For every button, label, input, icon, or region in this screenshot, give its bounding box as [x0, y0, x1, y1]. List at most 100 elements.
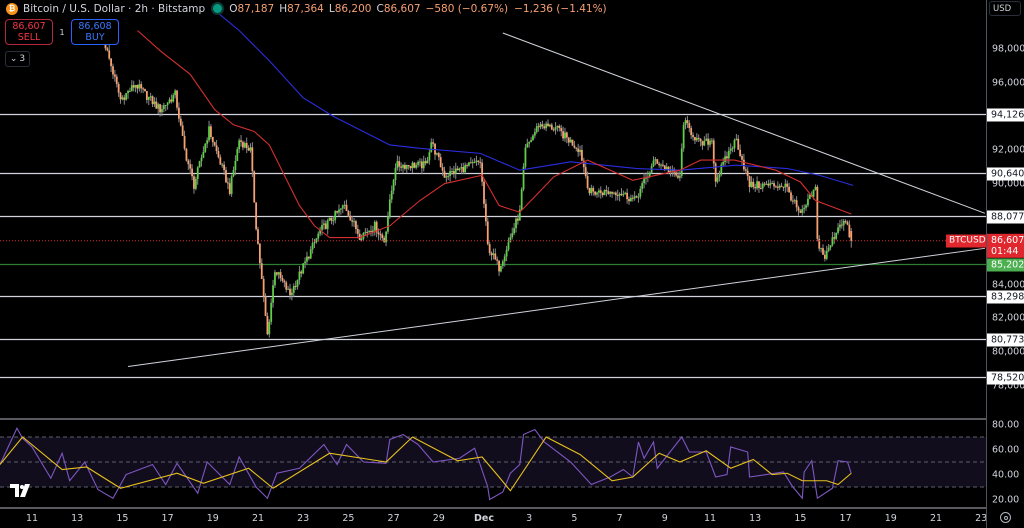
candle	[447, 175, 450, 177]
candle	[639, 188, 642, 197]
candle	[323, 223, 325, 225]
candle	[439, 157, 442, 168]
time-tick-label: 23	[975, 513, 988, 524]
candle	[234, 160, 237, 170]
candle	[850, 231, 853, 241]
candle	[750, 181, 753, 187]
candle	[597, 190, 600, 193]
candle	[285, 282, 288, 290]
candle	[837, 227, 839, 233]
chevron-down-icon: ⌄	[9, 54, 18, 64]
candle	[270, 302, 273, 322]
candle	[151, 96, 154, 105]
candle	[599, 190, 602, 193]
trendlines[interactable]	[127, 32, 986, 367]
candle	[211, 137, 214, 143]
sell-button[interactable]: 86,607 SELL	[5, 19, 53, 45]
candle	[633, 196, 636, 199]
candle	[827, 247, 830, 251]
candle	[289, 288, 291, 296]
rsi-ma-line	[0, 436, 852, 492]
candle	[592, 188, 595, 192]
candle	[326, 220, 329, 229]
candle	[840, 224, 843, 226]
bitcoin-logo-icon: ₿	[6, 2, 18, 15]
candle	[558, 125, 561, 129]
candle	[825, 250, 828, 259]
candle	[586, 175, 589, 188]
candle	[614, 192, 617, 196]
candle	[462, 166, 465, 173]
candle	[643, 178, 645, 184]
market-status-icon[interactable]	[213, 4, 223, 13]
price-pane[interactable]	[0, 9, 986, 379]
settings-icon[interactable]	[1000, 512, 1011, 523]
candle	[571, 139, 574, 146]
candle	[695, 137, 698, 141]
indicators-toggle-button[interactable]: ⌄ 3	[5, 51, 30, 67]
candle	[588, 187, 591, 194]
candle	[238, 140, 241, 150]
candle	[419, 161, 421, 163]
candle	[844, 220, 847, 223]
price-tick-label: 92,000	[992, 144, 1024, 156]
chart-canvas[interactable]	[0, 0, 986, 528]
candle	[767, 183, 770, 186]
candle	[390, 190, 393, 200]
symbol-title[interactable]: Bitcoin / U.S. Dollar · 2h · Bitstamp	[23, 2, 206, 15]
currency-button[interactable]: USD	[989, 1, 1021, 16]
candle	[253, 171, 256, 203]
sell-price: 86,607	[12, 21, 46, 32]
buy-button[interactable]: 86,608 BUY	[71, 19, 119, 45]
candle	[404, 164, 406, 169]
time-tick-label: Dec	[474, 513, 494, 524]
candle	[833, 237, 836, 239]
candle	[208, 126, 210, 141]
candle	[763, 183, 766, 185]
candle	[722, 161, 725, 165]
candle	[776, 186, 779, 188]
candle	[268, 321, 271, 335]
candle	[515, 218, 517, 229]
candle	[758, 181, 760, 189]
candle	[307, 256, 310, 259]
candle	[665, 166, 668, 170]
candle	[381, 234, 384, 238]
price-axis[interactable]: 78,000 80,000 82,000 84,000 90,000 92,000 96,0…	[986, 0, 1024, 528]
candle	[537, 126, 540, 128]
candle	[477, 160, 480, 162]
candle	[134, 85, 137, 88]
candle	[353, 221, 355, 223]
time-tick-label: 17	[161, 513, 174, 524]
candle	[300, 271, 303, 274]
candle	[577, 148, 580, 152]
symbol-header: ₿ Bitcoin / U.S. Dollar · 2h · Bitstamp …	[6, 1, 613, 16]
candle	[507, 242, 510, 250]
candle	[236, 149, 239, 161]
candle	[759, 188, 762, 190]
candle	[291, 292, 293, 296]
candle	[176, 90, 178, 108]
candle	[707, 138, 710, 145]
candle	[513, 228, 516, 234]
candle	[714, 163, 717, 182]
candle	[522, 166, 525, 190]
candle	[726, 156, 728, 159]
candle	[174, 90, 177, 96]
time-tick-label: 13	[71, 513, 84, 524]
candle	[398, 161, 401, 167]
candle	[136, 85, 139, 89]
candle	[436, 153, 438, 155]
candle	[262, 278, 265, 297]
candle	[526, 143, 529, 148]
candle	[565, 132, 568, 138]
candle	[539, 124, 542, 128]
time-tick-label: 15	[794, 513, 807, 524]
candle	[458, 168, 461, 171]
candle	[400, 166, 403, 168]
candle	[752, 181, 755, 188]
rsi-pane[interactable]	[0, 427, 986, 501]
rsi-tick-label: 60.00	[992, 444, 1020, 455]
candle	[605, 190, 608, 192]
candle	[748, 176, 751, 187]
